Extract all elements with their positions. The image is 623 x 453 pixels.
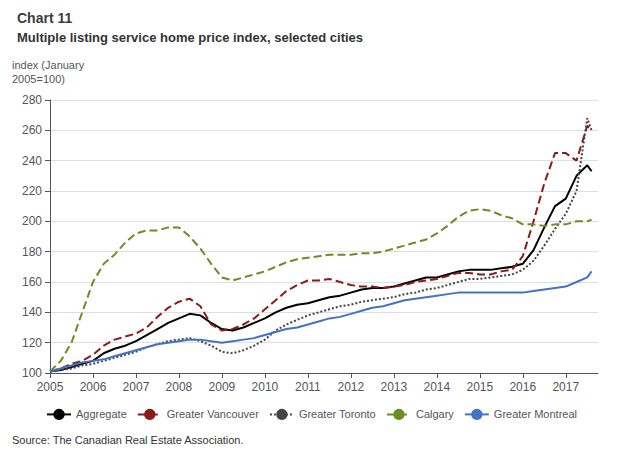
svg-text:2007: 2007 <box>123 380 150 394</box>
svg-text:220: 220 <box>22 184 42 198</box>
svg-text:2008: 2008 <box>166 380 193 394</box>
svg-text:180: 180 <box>22 245 42 259</box>
svg-text:Multiple listing service home: Multiple listing service home price inde… <box>17 30 363 45</box>
svg-text:2005: 2005 <box>37 380 64 394</box>
svg-text:2005=100): 2005=100) <box>12 73 65 85</box>
svg-text:100: 100 <box>22 366 42 380</box>
svg-text:Greater Vancouver: Greater Vancouver <box>167 408 259 420</box>
svg-text:2013: 2013 <box>380 380 407 394</box>
svg-text:200: 200 <box>22 214 42 228</box>
svg-text:2011: 2011 <box>295 380 321 394</box>
svg-text:Aggregate: Aggregate <box>76 408 127 420</box>
svg-text:260: 260 <box>22 123 42 137</box>
svg-text:2016: 2016 <box>509 380 536 394</box>
svg-text:240: 240 <box>22 154 42 168</box>
svg-text:2015: 2015 <box>466 380 493 394</box>
svg-text:Greater Toronto: Greater Toronto <box>299 408 376 420</box>
svg-text:160: 160 <box>22 275 42 289</box>
svg-text:Source: The Canadian Real Esta: Source: The Canadian Real Estate Associa… <box>12 434 244 446</box>
svg-text:Greater Montreal: Greater Montreal <box>494 408 577 420</box>
svg-text:120: 120 <box>22 336 42 350</box>
svg-text:2006: 2006 <box>80 380 107 394</box>
svg-text:280: 280 <box>22 93 42 107</box>
svg-text:Chart 11: Chart 11 <box>17 10 72 26</box>
svg-text:2010: 2010 <box>252 380 279 394</box>
svg-text:Calgary: Calgary <box>416 408 454 420</box>
svg-text:2009: 2009 <box>209 380 236 394</box>
svg-text:140: 140 <box>22 305 42 319</box>
svg-text:2012: 2012 <box>338 380 365 394</box>
svg-text:2017: 2017 <box>552 380 579 394</box>
svg-text:2014: 2014 <box>423 380 450 394</box>
svg-text:index (January: index (January <box>12 59 85 71</box>
